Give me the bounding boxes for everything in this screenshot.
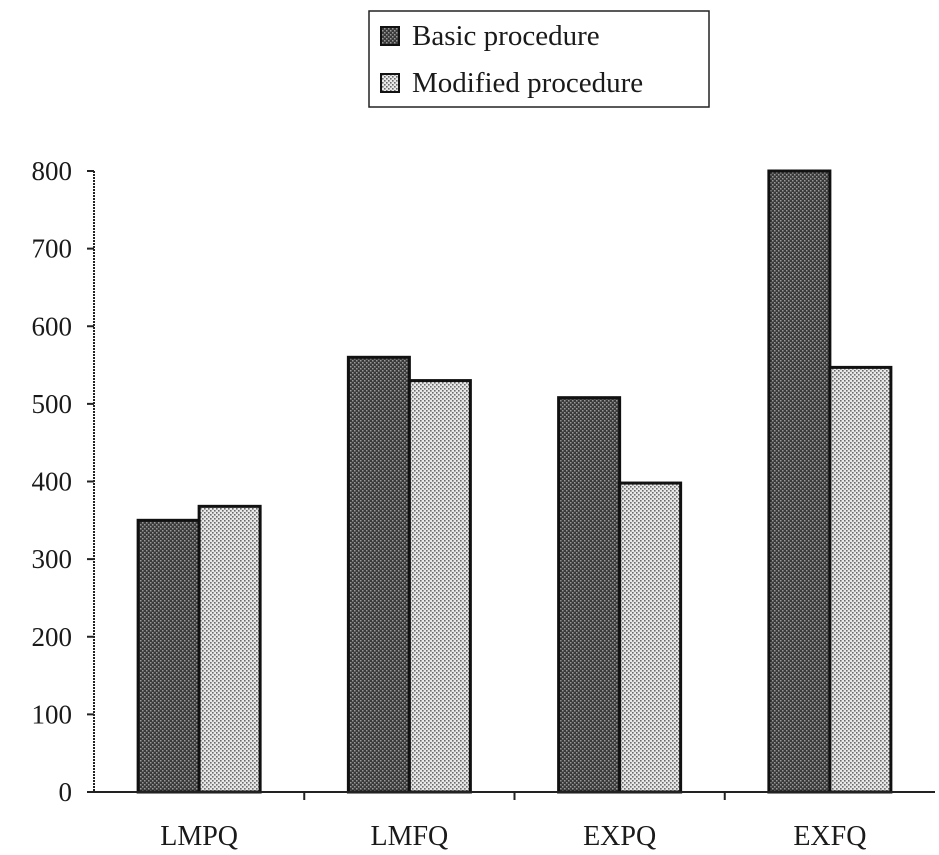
bars [136,169,893,794]
legend-box [368,10,710,108]
legend-label-basic: Basic procedure [412,20,600,52]
bar-basic [767,169,832,794]
y-axis-ticks: 0 100 200 300 400 500 600 700 800 [32,156,94,807]
bar-modified [618,481,683,794]
bar-modified [407,379,472,794]
y-tick-label: 0 [59,777,73,807]
bar-basic [346,355,411,794]
y-tick-label: 500 [32,389,73,419]
y-tick-label: 600 [32,311,73,341]
y-tick-label: 800 [32,156,73,186]
bar-basic [136,518,201,794]
y-tick-label: 300 [32,544,73,574]
y-tick-label: 100 [32,699,73,729]
x-category-label: EXPQ [583,821,656,852]
y-tick-label: 700 [32,234,73,264]
legend: Basic procedure Modified procedure [368,10,710,108]
bar-modified [828,365,893,794]
x-axis-categories: LMPQ LMFQ EXPQ EXFQ [160,792,866,852]
x-category-label: LMPQ [160,821,238,852]
legend-swatch-modified [380,73,400,93]
y-tick-label: 200 [32,622,73,652]
bar-basic [557,396,622,794]
x-category-label: LMFQ [370,821,448,852]
legend-label-modified: Modified procedure [412,67,643,99]
legend-swatch-basic [380,26,400,46]
x-category-label: EXFQ [793,821,866,852]
bar-modified [197,504,262,794]
y-tick-label: 400 [32,467,73,497]
